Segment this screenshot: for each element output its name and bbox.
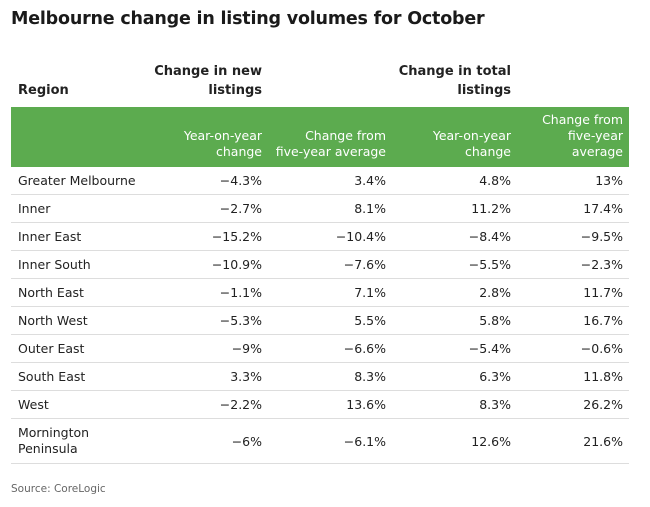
table-row: Greater Melbourne −4.3% 3.4% 4.8% 13%: [11, 167, 629, 195]
value-cell: −8.4%: [392, 222, 517, 251]
value-cell: −5.4%: [392, 334, 517, 363]
source-note: Source: CoreLogic: [11, 483, 106, 495]
region-cell: South East: [11, 362, 146, 391]
table-row: North East −1.1% 7.1% 2.8% 11.7%: [11, 278, 629, 307]
value-cell: 11.7%: [517, 278, 629, 307]
value-cell: −9%: [146, 334, 268, 363]
value-cell: −7.6%: [268, 250, 392, 279]
value-cell: −4.3%: [146, 167, 268, 195]
value-cell: 5.5%: [268, 306, 392, 335]
listings-table: Region Change in new listings Change in …: [11, 52, 629, 464]
value-cell: −0.6%: [517, 334, 629, 363]
value-cell: 13.6%: [268, 390, 392, 419]
value-cell: 3.4%: [268, 167, 392, 195]
value-cell: 21.6%: [517, 418, 629, 464]
group-header-row: Region Change in new listings Change in …: [11, 52, 629, 107]
value-cell: 5.8%: [392, 306, 517, 335]
region-cell: Inner South: [11, 250, 146, 279]
region-cell: North West: [11, 306, 146, 335]
column-header: Year-on-year change: [146, 107, 268, 167]
value-cell: 3.3%: [146, 362, 268, 391]
group-header-spacer: [517, 52, 629, 107]
region-cell: Mornington Peninsula: [11, 418, 146, 464]
value-cell: −6%: [146, 418, 268, 464]
region-header: Region: [18, 83, 69, 98]
region-cell: North East: [11, 278, 146, 307]
value-cell: −1.1%: [146, 278, 268, 307]
region-cell: Inner East: [11, 222, 146, 251]
table-row: Mornington Peninsula −6% −6.1% 12.6% 21.6%: [11, 418, 629, 464]
table-row: North West −5.3% 5.5% 5.8% 16.7%: [11, 306, 629, 335]
value-cell: −10.4%: [268, 222, 392, 251]
column-header-blank: [11, 107, 146, 167]
value-cell: 4.8%: [392, 167, 517, 195]
value-cell: −2.7%: [146, 194, 268, 223]
table-row: West −2.2% 13.6% 8.3% 26.2%: [11, 390, 629, 419]
value-cell: 6.3%: [392, 362, 517, 391]
value-cell: 7.1%: [268, 278, 392, 307]
table-row: South East 3.3% 8.3% 6.3% 11.8%: [11, 362, 629, 391]
value-cell: −5.5%: [392, 250, 517, 279]
table-row: Outer East −9% −6.6% −5.4% −0.6%: [11, 334, 629, 363]
column-header: Change from five-year average: [268, 107, 392, 167]
total-listings-header: Change in total listings: [398, 64, 511, 98]
value-cell: −10.9%: [146, 250, 268, 279]
value-cell: 11.8%: [517, 362, 629, 391]
region-cell: Outer East: [11, 334, 146, 363]
value-cell: 26.2%: [517, 390, 629, 419]
region-cell: Inner: [11, 194, 146, 223]
chart-title: Melbourne change in listing volumes for …: [11, 9, 485, 29]
table-row: Inner South −10.9% −7.6% −5.5% −2.3%: [11, 250, 629, 279]
value-cell: 8.3%: [392, 390, 517, 419]
value-cell: 13%: [517, 167, 629, 195]
value-cell: 12.6%: [392, 418, 517, 464]
value-cell: −2.3%: [517, 250, 629, 279]
value-cell: −9.5%: [517, 222, 629, 251]
value-cell: 17.4%: [517, 194, 629, 223]
group-header-spacer: [268, 52, 392, 107]
table-row: Inner East −15.2% −10.4% −8.4% −9.5%: [11, 222, 629, 251]
column-header-row: Year-on-year change Change from five-yea…: [11, 107, 629, 167]
value-cell: −2.2%: [146, 390, 268, 419]
value-cell: 8.1%: [268, 194, 392, 223]
value-cell: −6.6%: [268, 334, 392, 363]
column-header: Change from five-year average: [517, 107, 629, 167]
table-row: Inner −2.7% 8.1% 11.2% 17.4%: [11, 194, 629, 223]
new-listings-header: Change in new listings: [154, 64, 262, 98]
region-cell: West: [11, 390, 146, 419]
value-cell: 2.8%: [392, 278, 517, 307]
value-cell: −5.3%: [146, 306, 268, 335]
value-cell: 11.2%: [392, 194, 517, 223]
value-cell: −6.1%: [268, 418, 392, 464]
value-cell: 16.7%: [517, 306, 629, 335]
region-cell: Greater Melbourne: [11, 167, 146, 195]
column-header: Year-on-year change: [392, 107, 517, 167]
value-cell: 8.3%: [268, 362, 392, 391]
value-cell: −15.2%: [146, 222, 268, 251]
